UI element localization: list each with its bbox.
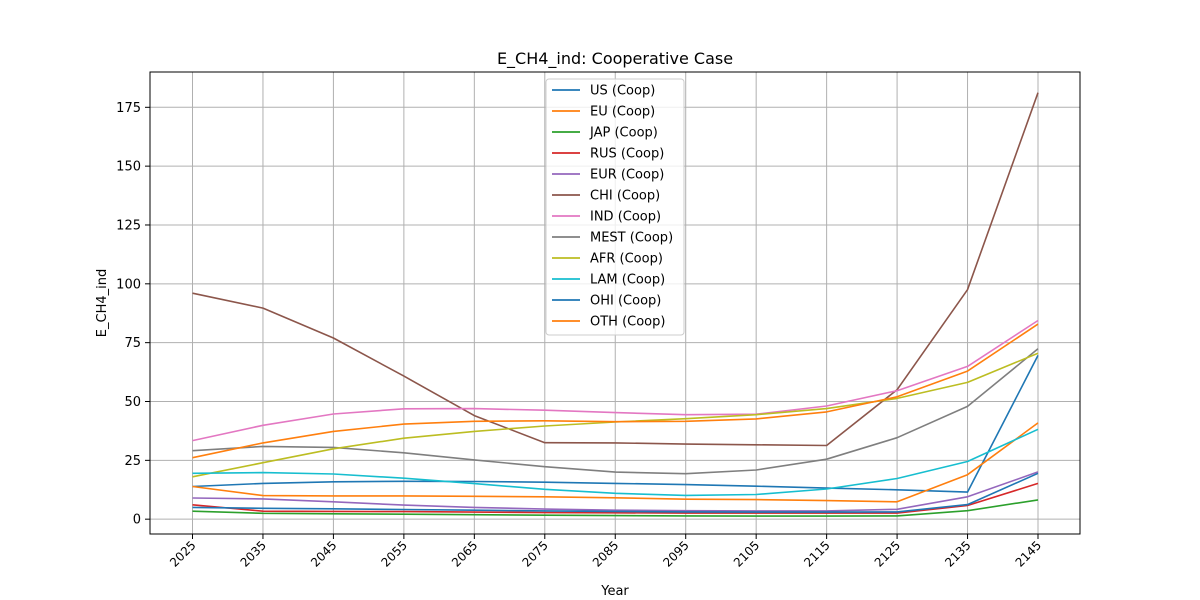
series-line	[192, 355, 1039, 493]
y-tick-label: 0	[133, 513, 141, 528]
series-line	[192, 92, 1039, 447]
legend-label: OTH (Coop)	[590, 315, 665, 330]
series-line	[192, 499, 1039, 517]
series-line	[192, 422, 1039, 503]
y-axis-ticks: 0 25 50 75 100 125 150 175	[116, 101, 150, 528]
series-line	[192, 348, 1039, 475]
series-line	[192, 323, 1039, 459]
legend-label: CHI (Coop)	[590, 189, 660, 204]
x-axis-label: Year	[600, 584, 629, 599]
y-tick-label: 175	[116, 101, 141, 116]
series-line	[192, 472, 1039, 513]
y-tick-label: 25	[124, 454, 141, 469]
chart-title: E_CH4_ind: Cooperative Case	[497, 49, 733, 69]
y-tick-label: 150	[116, 160, 141, 175]
y-tick-label: 100	[116, 277, 141, 292]
legend: US (Coop) EU (Coop) JAP (Coop) RUS (Coop) EU…	[545, 78, 685, 336]
series-line	[192, 428, 1039, 497]
series-line	[192, 471, 1039, 512]
series-lines	[192, 92, 1039, 517]
legend-label: EU (Coop)	[590, 105, 655, 120]
legend-label: AFR (Coop)	[590, 252, 663, 267]
series-line	[192, 482, 1039, 514]
y-tick-label: 50	[124, 395, 141, 410]
legend-label: US (Coop)	[590, 84, 655, 99]
y-tick-label: 75	[124, 336, 141, 351]
y-axis-label: E_CH4_ind	[95, 269, 110, 337]
legend-box	[545, 78, 685, 336]
legend-label: EUR (Coop)	[590, 168, 664, 183]
legend-label: IND (Coop)	[590, 210, 661, 225]
grid-lines	[150, 72, 1080, 534]
legend-label: MEST (Coop)	[590, 231, 673, 246]
series-line	[192, 319, 1039, 442]
legend-label: LAM (Coop)	[590, 273, 665, 288]
y-tick-label: 125	[116, 218, 141, 233]
legend-label: OHI (Coop)	[590, 294, 661, 309]
legend-label: RUS (Coop)	[590, 147, 664, 162]
legend-label: JAP (Coop)	[589, 126, 658, 141]
